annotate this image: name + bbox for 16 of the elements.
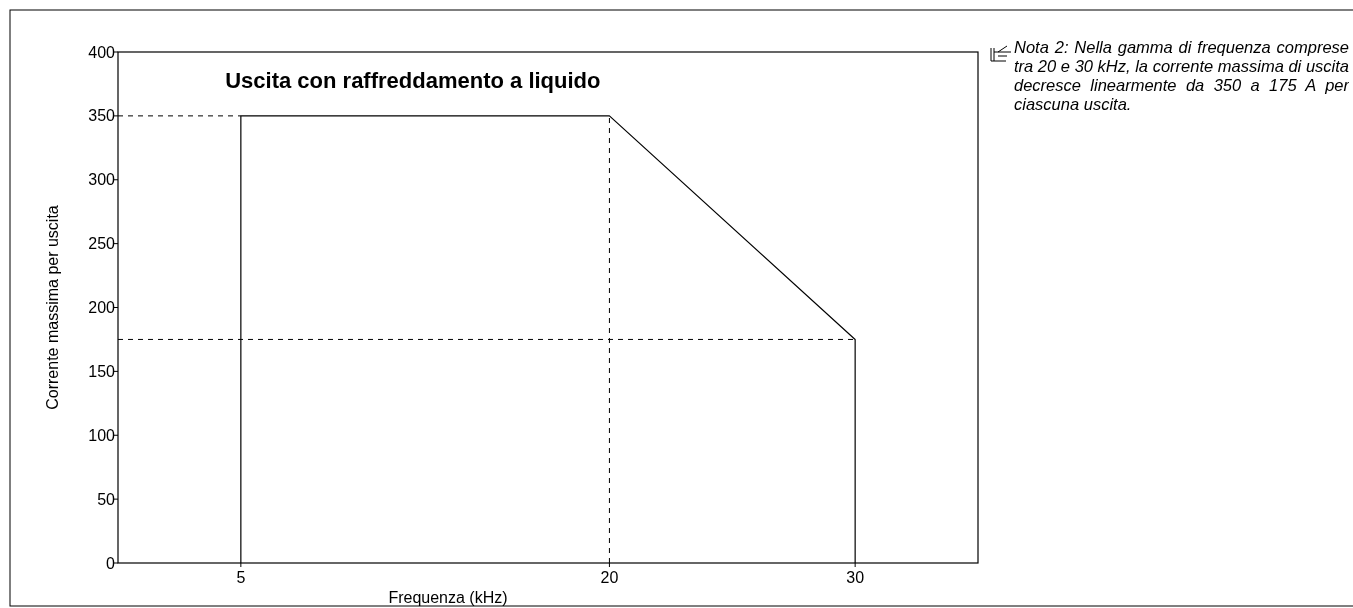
text: Uscita con raffreddamento a liquido [225,68,601,93]
y-tick-label: 300 [88,171,116,189]
text: Nota 2: Nella gamma di frequenza comprese tra 20 e 30 kHz, la corrente massima di uscita decresce linearmente da 350 a 175 A per ciascuna uscita. [1014,38,1349,114]
y-tick-label: 0 [106,554,116,572]
y-tick-label: 250 [88,235,116,253]
y-axis-title: Corrente massima per uscita [44,205,61,410]
x-tick-label: 20 [600,569,619,586]
y-tick-label: 200 [88,299,116,317]
x-tick-label: 5 [236,569,246,586]
x-tick-label: 30 [846,569,865,586]
x-axis-title: Frequenza (kHz) [388,589,508,606]
y-tick-label: 50 [97,490,116,508]
y-tick-label: 150 [88,362,116,380]
y-tick-label: 400 [88,43,116,61]
y-tick-label: 100 [88,426,116,444]
y-tick-label: 350 [88,107,116,125]
